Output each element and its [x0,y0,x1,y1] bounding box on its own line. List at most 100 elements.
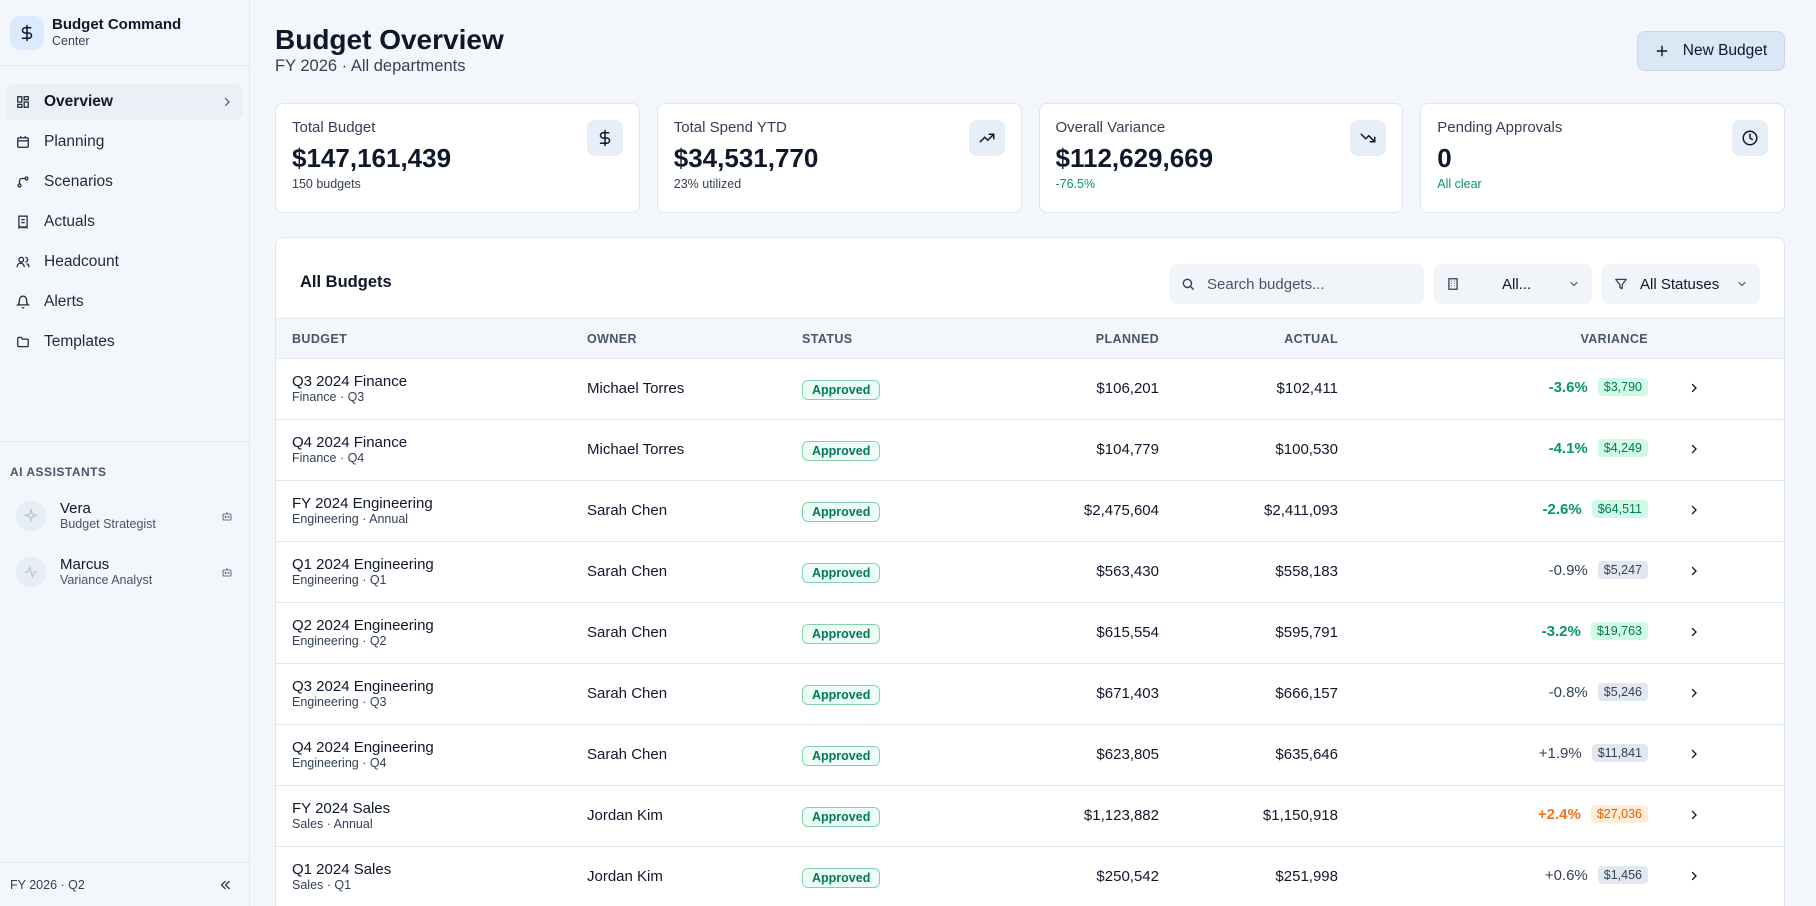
budget-name: FY 2024 Sales [292,800,391,817]
planned-cell: $106,201 [1096,380,1159,397]
table-row[interactable]: FY 2024 Sales Sales · Annual Jordan Kim … [276,786,1784,847]
owner-cell: Jordan Kim [587,868,663,885]
budget-name: Q3 2024 Engineering [292,678,434,695]
brand[interactable]: Budget Command Center [0,0,249,66]
table-row[interactable]: FY 2024 Engineering Engineering · Annual… [276,481,1784,542]
sidebar-item-alerts[interactable]: Alerts [6,284,243,320]
variance-percent: +0.6% [1544,866,1588,884]
actual-cell: $251,998 [1275,868,1338,885]
sidebar-item-label: Alerts [44,293,84,310]
sidebar-item-headcount[interactable]: Headcount [6,244,243,280]
variance-amount: $1,456 [1597,866,1648,884]
status-badge: Approved [802,746,881,766]
sidebar-item-actuals[interactable]: Actuals [6,204,243,240]
card-label: Pending Approvals [1437,119,1563,136]
summary-cards: Total Budget $147,161,439 150 budgets To… [275,103,1785,213]
chevron-right-icon[interactable] [1688,687,1700,699]
actual-cell: $558,183 [1275,563,1338,580]
budget-name: FY 2024 Engineering [292,495,433,512]
calendar-icon [16,135,30,149]
card-value: 0 [1437,143,1452,173]
dollar-icon [586,120,623,156]
col-owner[interactable]: OWNER [587,332,637,346]
chevron-right-icon[interactable] [1688,382,1700,394]
page-title: Budget Overview [275,24,504,55]
variance-cell: -4.1% $4,249 [1549,439,1648,457]
chevron-right-icon[interactable] [1688,809,1700,821]
dollar-icon [10,15,44,50]
grid-icon [16,95,30,109]
budget-name: Q1 2024 Engineering [292,556,434,573]
sidebar-item-scenarios[interactable]: Scenarios [6,164,243,200]
variance-percent: -3.6% [1548,378,1588,396]
status-badge: Approved [802,807,881,827]
variance-cell: -0.8% $5,246 [1549,683,1648,701]
chevron-right-icon[interactable] [1688,504,1700,516]
variance-percent: +1.9% [1538,744,1582,762]
table-row[interactable]: Q2 2024 Engineering Engineering · Q2 Sar… [276,603,1784,664]
budget-cell: Q4 2024 Engineering Engineering · Q4 [292,739,434,771]
card-note: 150 budgets [292,177,361,191]
card-pending-approvals: Pending Approvals 0 All clear [1420,103,1785,213]
plus-icon [1655,44,1669,58]
card-total-budget: Total Budget $147,161,439 150 budgets [275,103,640,213]
department-filter[interactable]: All... [1434,264,1592,304]
status-badge: Approved [802,380,881,400]
new-budget-label: New Budget [1682,42,1768,59]
owner-cell: Michael Torres [587,380,685,397]
card-note: -76.5% [1055,177,1096,191]
assistant-vera[interactable]: Vera Budget Strategist [6,489,243,543]
table-row[interactable]: Q3 2024 Finance Finance · Q3 Michael Tor… [276,359,1784,420]
search-input[interactable]: Search budgets... [1169,264,1424,304]
bot-icon[interactable] [221,510,233,522]
col-status[interactable]: STATUS [802,332,853,346]
assistant-marcus[interactable]: Marcus Variance Analyst [6,545,243,599]
table-row[interactable]: Q4 2024 Engineering Engineering · Q4 Sar… [276,725,1784,786]
sidebar-item-planning[interactable]: Planning [6,124,243,160]
table-row[interactable]: Q1 2024 Sales Sales · Q1 Jordan Kim Appr… [276,847,1784,906]
sidebar-item-overview[interactable]: Overview [6,84,243,120]
table-row[interactable]: Q4 2024 Finance Finance · Q4 Michael Tor… [276,420,1784,481]
chevron-right-icon [221,96,233,108]
variance-percent: -0.9% [1548,561,1588,579]
budget-meta: Engineering · Q4 [292,756,387,770]
status-filter-value: All Statuses [1640,275,1720,293]
col-actual[interactable]: ACTUAL [1284,332,1338,346]
budget-meta: Sales · Q1 [292,878,352,892]
assistant-role: Variance Analyst [60,573,153,587]
status-badge: Approved [802,868,881,888]
sidebar-item-label: Headcount [44,253,119,270]
col-budget[interactable]: BUDGET [292,332,348,346]
chevron-right-icon[interactable] [1688,443,1700,455]
variance-percent: -4.1% [1548,439,1588,457]
table-row[interactable]: Q1 2024 Engineering Engineering · Q1 Sar… [276,542,1784,603]
sidebar-item-label: Overview [44,93,113,110]
variance-amount: $11,841 [1591,744,1648,762]
chevron-right-icon[interactable] [1688,626,1700,638]
table-row[interactable]: Q3 2024 Engineering Engineering · Q3 Sar… [276,664,1784,725]
chevron-right-icon[interactable] [1688,870,1700,882]
collapse-sidebar-icon[interactable] [218,878,232,892]
actual-cell: $100,530 [1275,441,1338,458]
variance-percent: +2.4% [1537,805,1581,823]
new-budget-button[interactable]: New Budget [1637,31,1785,71]
planned-cell: $563,430 [1096,563,1159,580]
budget-cell: FY 2024 Sales Sales · Annual [292,800,390,832]
budget-name: Q1 2024 Sales [292,861,392,878]
col-planned[interactable]: PLANNED [1095,332,1159,346]
trending-down-icon [1350,120,1387,156]
planned-cell: $104,779 [1096,441,1159,458]
col-variance[interactable]: VARIANCE [1580,332,1648,346]
actual-cell: $595,791 [1275,624,1338,641]
chevron-right-icon[interactable] [1688,748,1700,760]
status-badge: Approved [802,502,881,522]
variance-percent: -3.2% [1541,622,1581,640]
sidebar-item-templates[interactable]: Templates [6,324,243,360]
chevron-right-icon[interactable] [1688,565,1700,577]
sidebar-item-label: Templates [44,333,115,350]
bot-icon[interactable] [221,566,233,578]
card-label: Total Spend YTD [673,119,787,136]
status-filter[interactable]: All Statuses [1602,264,1760,304]
variance-percent: -0.8% [1548,683,1588,701]
sidebar-item-label: Planning [44,133,105,150]
